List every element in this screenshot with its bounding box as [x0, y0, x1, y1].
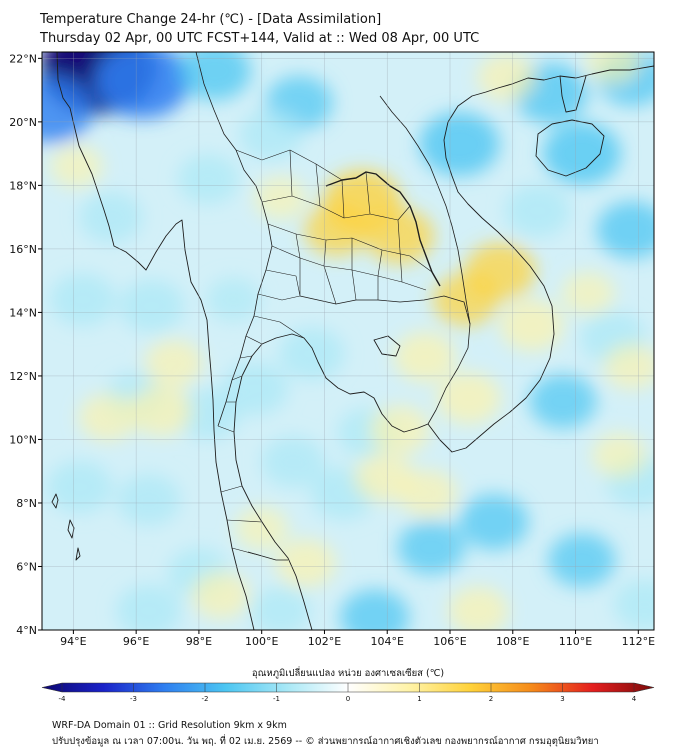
lon-tick-label: 106°E — [433, 635, 466, 648]
temperature-field — [42, 52, 654, 630]
colorbar-tick-label: 0 — [346, 695, 350, 703]
lat-tick-label: 20°N — [9, 116, 37, 129]
coastline-vietnam — [427, 87, 555, 453]
field-anomaly — [46, 460, 113, 514]
border-laos-vietnam — [379, 95, 471, 325]
field-anomaly — [542, 122, 621, 185]
colorbar-tick-label: 2 — [489, 695, 493, 703]
lon-tick-label: 100°E — [245, 635, 278, 648]
field-anomaly — [130, 385, 193, 436]
field-anomaly — [365, 208, 435, 264]
lon-tick-label: 96°E — [123, 635, 149, 648]
colorbar-tick-label: 3 — [560, 695, 564, 703]
colorbar-tick-label: -4 — [59, 695, 67, 703]
field-anomaly — [222, 362, 289, 416]
lat-tick-label: 18°N — [9, 179, 37, 192]
field-anomaly — [603, 343, 654, 390]
field-anomaly — [398, 469, 458, 518]
border-mekong — [325, 171, 441, 287]
field-anomaly — [177, 154, 240, 205]
axis-ticks: 94°E 96°E 98°E 100°E 102°E 104°E 106°E 108°E 110… — [9, 52, 655, 648]
lon-tick-label: 94°E — [60, 635, 86, 648]
field-anomaly — [499, 299, 564, 351]
coastline-leizhou — [559, 75, 587, 113]
field-anomaly — [42, 75, 94, 143]
field-anomaly — [505, 184, 571, 238]
field-anomaly — [50, 144, 104, 188]
field-anomaly — [397, 520, 465, 575]
field-anomaly — [585, 52, 641, 84]
field-anomaly — [419, 112, 500, 177]
plot-frame — [41, 51, 655, 631]
lon-tick-label: 108°E — [496, 635, 529, 648]
field-anomaly — [613, 579, 654, 630]
field-anomaly — [340, 589, 410, 630]
field-anomaly — [353, 453, 415, 502]
andaman-islands — [51, 493, 81, 561]
field-anomalies — [42, 52, 654, 630]
lon-tick-label: 110°E — [559, 635, 592, 648]
footer-model-info: WRF-DA Domain 01 :: Grid Resolution 9km … — [52, 720, 287, 731]
coastline-china — [497, 65, 654, 89]
colorbar-label: อุณหภูมิเปลี่ยนแปลง หน่วย องศาเซลเซียส (… — [252, 666, 444, 679]
colorbar-ticks: -4 -3 -2 -1 0 1 2 3 4 — [59, 683, 637, 703]
lon-tick-label: 112°E — [622, 635, 655, 648]
field-anomaly — [115, 584, 182, 630]
field-anomaly — [261, 435, 325, 488]
colorbar-tick-label: 4 — [632, 695, 637, 703]
field-anomaly — [393, 331, 456, 382]
field-anomaly — [436, 372, 501, 424]
field-anomaly — [275, 539, 336, 588]
field-anomaly — [116, 474, 181, 526]
border-myanmar-thailand — [195, 52, 273, 427]
field-anomaly — [448, 586, 509, 630]
field-anomaly — [78, 393, 138, 441]
weather-map[interactable]: 94°E 96°E 98°E 100°E 102°E 104°E 106°E 108°E 110… — [0, 0, 676, 715]
field-anomaly — [144, 339, 204, 387]
field-anomaly — [279, 327, 345, 381]
coastline-west — [56, 52, 255, 630]
field-anomaly — [477, 53, 536, 102]
lat-tick-label: 10°N — [9, 433, 37, 446]
field-anomaly — [206, 277, 261, 322]
field-anomaly — [239, 108, 304, 161]
field-anomaly — [304, 203, 370, 257]
lat-tick-label: 4°N — [16, 624, 37, 637]
field-anomaly — [592, 433, 647, 478]
lat-tick-label: 16°N — [9, 243, 37, 256]
map-subtitle: Thursday 02 Apr, 00 UTC FCST+144, Valid … — [40, 31, 480, 46]
field-anomaly — [119, 279, 185, 333]
field-anomaly — [459, 494, 529, 550]
field-anomaly — [596, 201, 654, 259]
colorbar-tick-label: -2 — [202, 695, 209, 703]
field-anomaly — [95, 52, 190, 119]
colorbar-tick-label: -1 — [273, 695, 280, 703]
field-anomaly — [178, 52, 252, 101]
field-anomaly — [191, 571, 251, 619]
lon-tick-label: 102°E — [308, 635, 341, 648]
footer-credit: ปรับปรุงข้อมูล ณ เวลา 07:00น. วัน พฤ. ที… — [52, 736, 599, 747]
province-lines — [217, 149, 433, 557]
field-anomaly — [529, 374, 597, 429]
lon-tick-label: 98°E — [186, 635, 212, 648]
field-anomaly — [50, 273, 116, 327]
colorbar-tick-label: -3 — [130, 695, 137, 703]
lake-tonle-sap — [373, 335, 401, 357]
colorbar-tick-label: 1 — [417, 695, 421, 703]
field-anomaly — [250, 586, 311, 630]
coastline-gulf — [233, 333, 429, 630]
lat-tick-label: 14°N — [9, 306, 37, 319]
lon-tick-label: 104°E — [371, 635, 404, 648]
lat-tick-label: 22°N — [9, 52, 37, 65]
map-title: Temperature Change 24-hr (℃) - [Data Ass… — [40, 12, 382, 27]
field-anomaly — [561, 271, 615, 315]
lat-tick-label: 12°N — [9, 370, 37, 383]
field-anomaly — [548, 533, 616, 588]
field-anomaly — [176, 388, 241, 440]
lat-tick-label: 6°N — [16, 560, 37, 573]
lat-tick-label: 8°N — [16, 497, 37, 510]
field-anomaly — [79, 191, 143, 243]
coastline-hainan — [535, 119, 605, 177]
